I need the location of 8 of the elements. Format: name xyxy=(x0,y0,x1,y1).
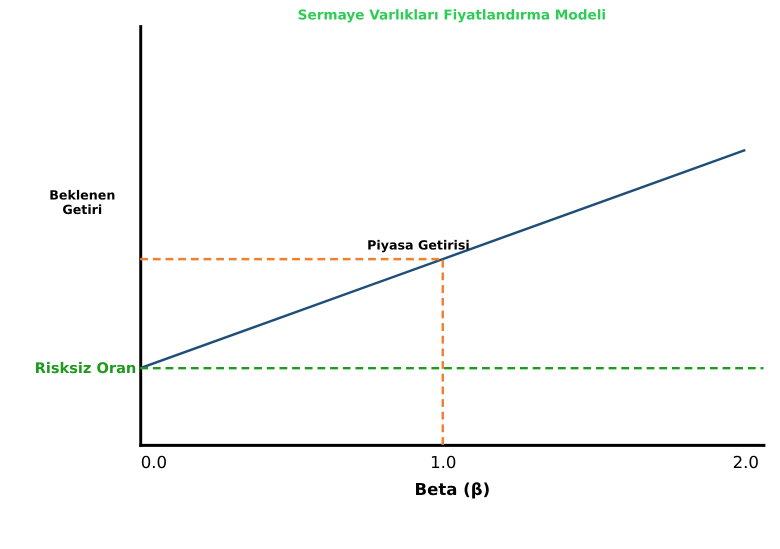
x-tick-label: 2.0 xyxy=(732,452,759,472)
x-tick-label: 0.0 xyxy=(140,452,168,472)
x-axis-title: Beta (β) xyxy=(414,480,490,500)
chart-title: Sermaye Varlıkları Fiyatlandırma Modeli xyxy=(298,7,606,24)
y-axis-title: Beklenen Getiri xyxy=(49,188,116,218)
annotation: Piyasa Getirisi xyxy=(367,237,470,252)
ref-line-label: Risksiz Oran xyxy=(34,360,136,378)
x-tick-label: 1.0 xyxy=(430,452,456,472)
